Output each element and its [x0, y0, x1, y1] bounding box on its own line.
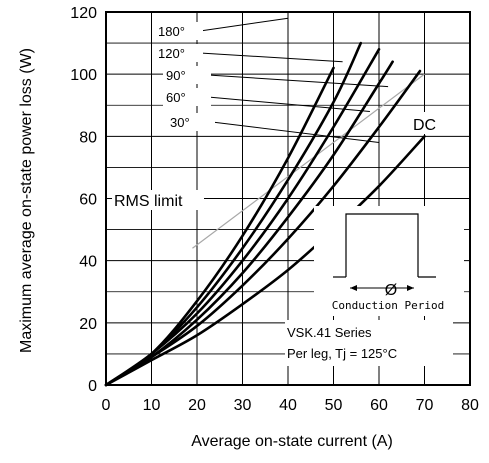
- series-label-bg: [163, 66, 211, 84]
- x-tick-label: 0: [102, 397, 111, 414]
- series-curve-30deg: [104, 69, 422, 387]
- note-bg: [285, 320, 453, 366]
- y-tick-label: 120: [70, 5, 97, 22]
- inset-caption: Conduction Period: [332, 299, 445, 312]
- leader-line: [207, 96, 370, 112]
- y-tick-label: 20: [79, 316, 97, 333]
- x-axis-title: Average on-state current (A): [191, 433, 393, 450]
- y-axis-title: Maximum average on-state power loss (W): [18, 48, 35, 353]
- series-label: 180°: [158, 24, 185, 39]
- x-tick-label: 10: [143, 397, 161, 414]
- x-tick-label: 40: [279, 397, 297, 414]
- y-tick-label: 60: [79, 192, 97, 209]
- series-curves: [104, 41, 426, 387]
- x-tick-label: 30: [234, 397, 252, 414]
- series-label-bg: [155, 22, 203, 40]
- series-label: 120°: [158, 46, 185, 61]
- series-note-line1: VSK.41 Series: [287, 325, 372, 340]
- y-tick-label: 80: [79, 129, 97, 146]
- leader-line: [211, 121, 380, 144]
- series-curve-dc: [104, 135, 426, 387]
- leader-line: [199, 52, 343, 63]
- series-label: 60°: [166, 90, 186, 105]
- dc-label: DC: [413, 117, 436, 134]
- conduction-angle-symbol: Ø: [385, 282, 397, 299]
- leader-line: [199, 17, 289, 32]
- x-tick-label: 70: [416, 397, 434, 414]
- y-tick-label: 0: [88, 378, 97, 395]
- series-note-line2: Per leg, Tj = 125°C: [287, 346, 397, 361]
- x-tick-label: 20: [188, 397, 206, 414]
- y-tick-label: 100: [70, 67, 97, 84]
- leader-line: [207, 74, 389, 88]
- period-arrow-right: [407, 285, 414, 291]
- x-tick-label: 80: [461, 397, 479, 414]
- x-tick-label: 60: [370, 397, 388, 414]
- y-tick-label: 40: [79, 254, 97, 271]
- series-label: 90°: [166, 68, 186, 83]
- x-tick-label: 50: [325, 397, 343, 414]
- rms-limit-line: [192, 73, 425, 249]
- plot-frame: [105, 11, 471, 386]
- period-arrow-left: [350, 285, 357, 291]
- axes: 0 10 20 30 40 50 60 70 80 0 20 40 60 80 100 120 Average …: [18, 5, 479, 450]
- rms-limit-label: RMS limit: [114, 193, 183, 210]
- dc-label-bg: [411, 112, 447, 134]
- labels: 180° 120° 90° 60° 30° RMS limit DC VSK.41 Serie…: [112, 22, 453, 366]
- label-leaders: [199, 17, 389, 144]
- series-label-bg: [155, 44, 203, 62]
- series-label-bg: [163, 88, 211, 106]
- conduction-pulse: [345, 213, 419, 277]
- series-curve-90deg: [104, 48, 381, 387]
- rms-limit-line: [192, 73, 425, 249]
- series-label-bg: [167, 113, 215, 131]
- inset-bg: [314, 206, 464, 316]
- rms-label-bg: [112, 190, 204, 210]
- series-label: 30°: [170, 115, 190, 130]
